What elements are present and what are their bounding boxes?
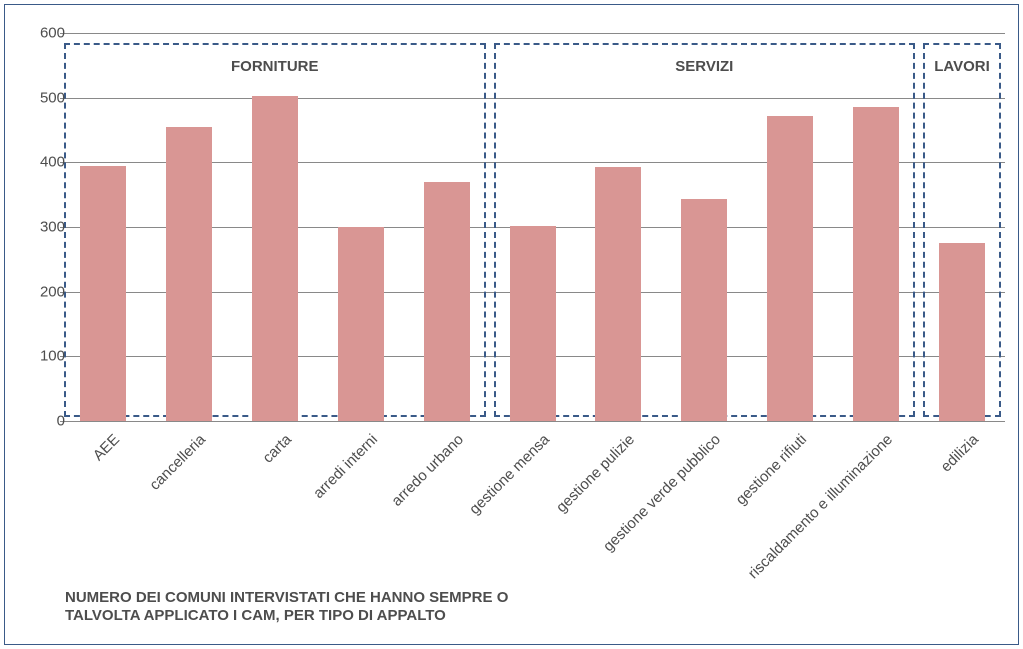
group-label: SERVIZI — [675, 58, 733, 75]
bar — [510, 226, 556, 421]
x-tick-label: riscaldamento e illuminazione — [745, 431, 896, 582]
y-tick-label: 500 — [25, 89, 65, 106]
x-tick-label: cancelleria — [146, 431, 209, 494]
x-axis-labels: AEE cancelleria carta arredi interniarredo … — [60, 425, 1005, 615]
x-tick-label: arredi interni — [310, 431, 381, 502]
bar — [767, 116, 813, 421]
y-tick-label: 100 — [25, 348, 65, 365]
gridline — [60, 33, 1005, 34]
y-tick-label: 300 — [25, 219, 65, 236]
group-label: LAVORI — [934, 58, 990, 75]
y-tick-label: 600 — [25, 25, 65, 42]
bar — [166, 127, 212, 421]
x-tick-label: gestione rifiuti — [733, 431, 810, 508]
bar — [939, 243, 985, 421]
x-tick-label: arredo urbano — [388, 431, 467, 510]
caption-text-line1: NUMERO DEI COMUNI INTERVISTATI CHE HANNO… — [65, 589, 508, 606]
bar — [252, 96, 298, 421]
x-tick-label: edilizia — [938, 431, 982, 475]
bar — [681, 199, 727, 421]
bar — [80, 166, 126, 421]
bar — [853, 107, 899, 421]
y-tick-label: 0 — [25, 413, 65, 430]
group-label: FORNITURE — [231, 58, 319, 75]
x-tick-label: AEE — [90, 431, 123, 464]
y-tick-label: 400 — [25, 154, 65, 171]
x-tick-label: gestione mensa — [466, 431, 553, 518]
bar — [595, 167, 641, 421]
gridline — [60, 421, 1005, 422]
bar — [424, 182, 470, 421]
chart-frame: 0 100 200 300 400 500 600 FORNITURE SERVIZI LAVO… — [4, 4, 1019, 645]
x-tick-label: gestione pulizie — [553, 431, 638, 516]
bar — [338, 227, 384, 421]
x-tick-label: carta — [259, 431, 295, 467]
y-tick-label: 200 — [25, 283, 65, 300]
chart-caption: NUMERO DEI COMUNI INTERVISTATI CHE HANNO… — [65, 589, 508, 627]
plot-area — [60, 33, 1005, 421]
caption-text-line2: TALVOLTA APPLICATO I CAM, PER TIPO DI AP… — [65, 607, 446, 624]
